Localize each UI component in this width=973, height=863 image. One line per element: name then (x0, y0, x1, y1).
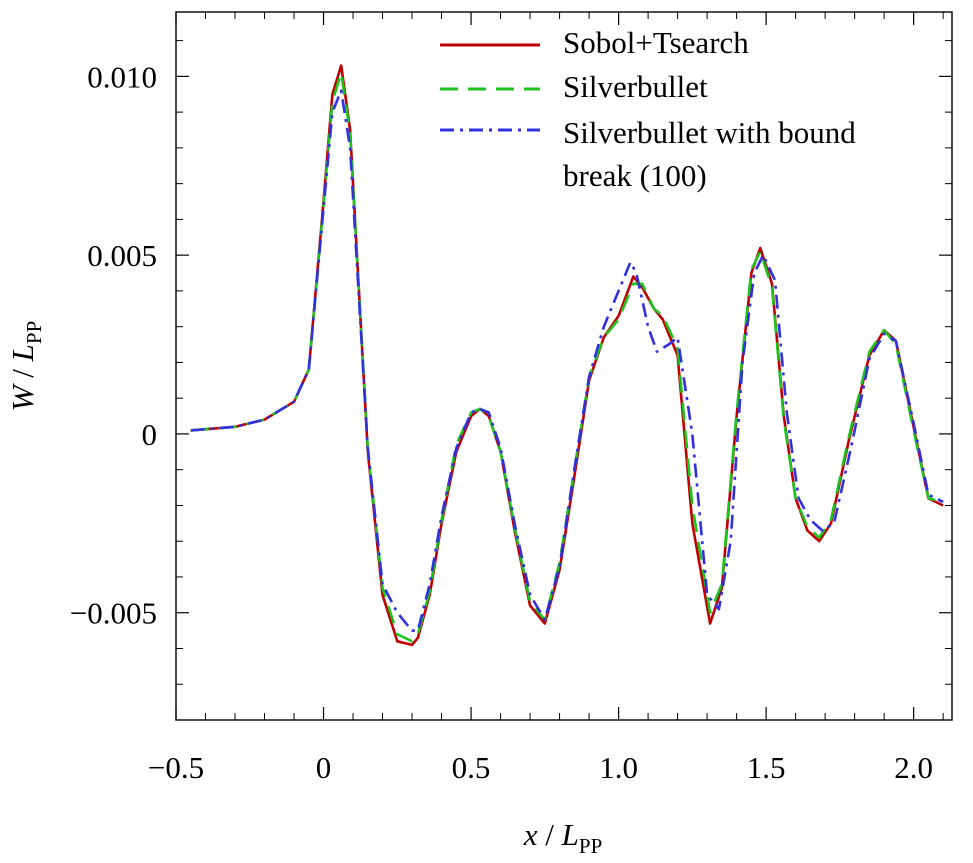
x-axis-label-sym: L (561, 817, 579, 852)
x-axis-label: x / LPP (523, 817, 603, 858)
x-axis-label-sub: PP (579, 834, 602, 858)
legend-label-sobol: Sobol+Tsearch (563, 25, 749, 60)
y-axis-label-sep: / (5, 361, 40, 385)
x-tick-label: 0 (316, 750, 332, 785)
y-tick-label: −0.005 (70, 596, 157, 631)
y-axis-label-group: W / LPP (5, 321, 46, 412)
legend-label-silverbullet-bound: Silverbullet with bound break (100) (563, 115, 864, 193)
x-axis-label-var: x (523, 817, 538, 852)
plot-area-border (175, 11, 953, 721)
x-tick-label: 1.5 (747, 750, 786, 785)
plot-frame (175, 11, 953, 721)
x-tick-label: −0.5 (148, 750, 204, 785)
series-line-silverbullet-bound-break (190, 89, 944, 632)
legend-label-silverbullet: Silverbullet (563, 69, 708, 104)
series-line-sobol-tsearch (190, 64, 944, 647)
y-axis-label-sub: PP (22, 321, 46, 344)
legend: Sobol+Tsearch Silverbullet Silverbullet … (440, 25, 864, 193)
y-axis-label-var: W (5, 382, 40, 411)
legend-label-line-1: Silverbullet with bound (563, 115, 856, 150)
y-tick-label: 0.005 (87, 238, 157, 273)
x-axis-label-sep: / (538, 817, 562, 852)
x-tick-label: 1.0 (599, 750, 638, 785)
y-axis-label: W / LPP (5, 321, 46, 412)
y-tick-label: 0.010 (87, 59, 157, 94)
legend-label-line-2: break (100) (563, 158, 707, 193)
y-tick-label: 0 (142, 417, 158, 452)
series-layer (190, 64, 944, 647)
y-axis-label-sym: L (5, 344, 40, 362)
axis-ticks (175, 12, 952, 720)
tick-labels: −0.5 0 0.5 1.0 1.5 2.0 −0.005 0 0.005 0.010 (70, 59, 933, 785)
x-tick-label: 2.0 (894, 750, 933, 785)
x-tick-label: 0.5 (452, 750, 491, 785)
